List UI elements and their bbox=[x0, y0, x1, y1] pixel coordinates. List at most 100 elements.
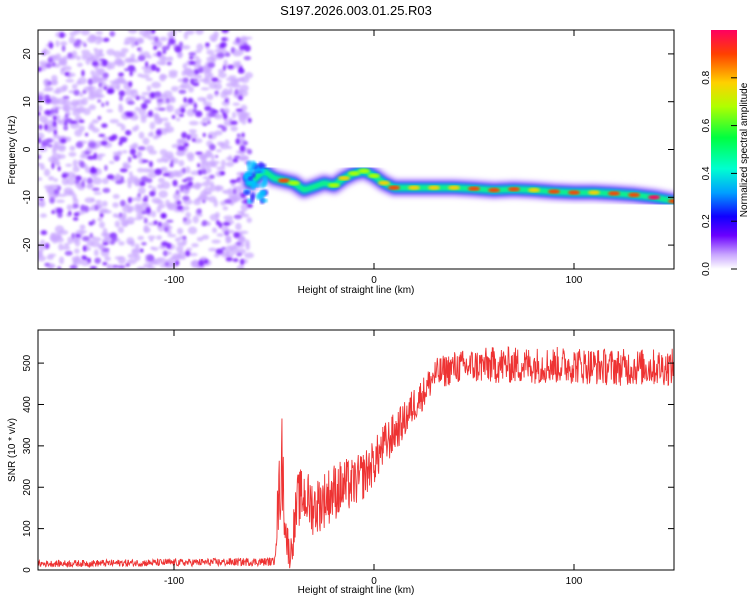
noise-speckle bbox=[225, 161, 235, 167]
noise-speckle bbox=[243, 56, 252, 61]
noise-speckle bbox=[161, 241, 169, 247]
noise-speckle bbox=[168, 95, 176, 102]
ridge-hotspot bbox=[358, 168, 370, 174]
noise-speckle bbox=[55, 40, 60, 48]
noise-speckle bbox=[241, 213, 250, 218]
noise-speckle bbox=[48, 42, 54, 49]
noise-speckle bbox=[81, 53, 87, 61]
noise-speckle bbox=[114, 220, 121, 228]
noise-speckle bbox=[148, 184, 153, 189]
noise-speckle bbox=[57, 97, 67, 105]
ridge-hotspot bbox=[608, 191, 620, 196]
noise-speckle bbox=[150, 246, 155, 250]
noise-speckle bbox=[84, 150, 91, 155]
noise-speckle bbox=[153, 112, 159, 119]
colorbar-gradient bbox=[711, 30, 737, 269]
noise-speckle bbox=[69, 120, 78, 124]
noise-speckle bbox=[234, 79, 239, 86]
noise-speckle bbox=[200, 87, 210, 91]
noise-speckle bbox=[62, 245, 71, 250]
noise-speckle bbox=[182, 195, 190, 201]
noise-speckle bbox=[74, 235, 83, 241]
noise-speckle bbox=[38, 137, 42, 144]
noise-speckle bbox=[38, 155, 42, 160]
noise-speckle bbox=[221, 190, 227, 194]
noise-speckle bbox=[102, 177, 109, 185]
noise-speckle bbox=[191, 138, 196, 142]
noise-speckle bbox=[112, 202, 119, 208]
noise-speckle bbox=[202, 122, 208, 127]
noise-speckle bbox=[181, 45, 191, 50]
noise-speckle bbox=[223, 119, 230, 127]
noise-speckle bbox=[215, 219, 220, 226]
noise-speckle bbox=[222, 65, 226, 71]
noise-speckle bbox=[147, 235, 156, 240]
noise-speckle bbox=[89, 232, 93, 238]
noise-speckle bbox=[143, 99, 152, 104]
noise-speckle bbox=[238, 76, 245, 83]
noise-speckle bbox=[149, 190, 156, 197]
noise-speckle bbox=[39, 165, 46, 170]
noise-speckle bbox=[224, 230, 229, 236]
noise-speckle bbox=[180, 184, 184, 192]
noise-speckle bbox=[176, 205, 184, 211]
noise-speckle bbox=[230, 120, 238, 125]
noise-speckle bbox=[146, 85, 152, 92]
noise-speckle bbox=[64, 71, 70, 76]
noise-speckle bbox=[225, 256, 233, 262]
noise-speckle bbox=[88, 34, 97, 42]
noise-speckle bbox=[224, 52, 231, 57]
noise-speckle bbox=[147, 172, 157, 179]
noise-speckle bbox=[66, 204, 73, 211]
noise-speckle bbox=[157, 40, 162, 47]
noise-speckle bbox=[89, 167, 98, 174]
noise-speckle bbox=[235, 222, 242, 231]
noise-speckle bbox=[97, 115, 102, 121]
noise-speckle bbox=[52, 115, 57, 121]
ridge-hotspot bbox=[568, 190, 580, 195]
noise-speckle bbox=[103, 37, 110, 42]
noise-speckle bbox=[206, 56, 215, 62]
noise-speckle bbox=[40, 230, 48, 236]
onset-blotch bbox=[250, 192, 256, 199]
noise-speckle bbox=[182, 77, 189, 83]
colorbar-tick-label: 0.2 bbox=[701, 214, 712, 228]
colorbar-tick-label: 0.0 bbox=[701, 262, 712, 276]
spectrogram-x-axis-label: Height of straight line (km) bbox=[298, 285, 415, 296]
noise-speckle bbox=[179, 255, 187, 260]
noise-speckle bbox=[193, 138, 203, 144]
noise-speckle bbox=[244, 252, 255, 259]
noise-speckle bbox=[38, 177, 43, 181]
noise-speckle bbox=[131, 249, 140, 256]
noise-speckle bbox=[182, 63, 188, 70]
noise-speckle bbox=[195, 110, 203, 118]
noise-speckle bbox=[177, 51, 183, 58]
noise-speckle bbox=[98, 153, 106, 157]
noise-speckle bbox=[206, 93, 214, 101]
noise-speckle bbox=[122, 161, 130, 167]
noise-speckle bbox=[190, 78, 199, 82]
noise-speckle bbox=[53, 189, 59, 195]
noise-speckle bbox=[192, 55, 200, 60]
noise-speckle bbox=[151, 30, 156, 34]
noise-speckle bbox=[150, 64, 157, 71]
noise-speckle bbox=[106, 48, 116, 56]
noise-speckle bbox=[209, 174, 215, 179]
noise-speckle bbox=[95, 199, 102, 204]
noise-speckle bbox=[95, 35, 104, 42]
noise-speckle bbox=[188, 60, 196, 65]
colorbar-label: Normalized spectral amplitude bbox=[739, 82, 750, 217]
noise-speckle bbox=[140, 74, 150, 79]
noise-speckle bbox=[201, 117, 211, 122]
noise-speckle bbox=[193, 74, 203, 79]
noise-speckle bbox=[38, 104, 43, 113]
noise-speckle bbox=[181, 131, 188, 139]
noise-speckle bbox=[91, 187, 100, 192]
noise-speckle bbox=[100, 140, 108, 146]
noise-speckle bbox=[163, 226, 169, 233]
noise-speckle bbox=[106, 174, 114, 180]
noise-speckle bbox=[158, 177, 165, 184]
noise-speckle bbox=[92, 237, 102, 242]
noise-speckle bbox=[74, 179, 80, 185]
noise-speckle bbox=[176, 241, 183, 246]
